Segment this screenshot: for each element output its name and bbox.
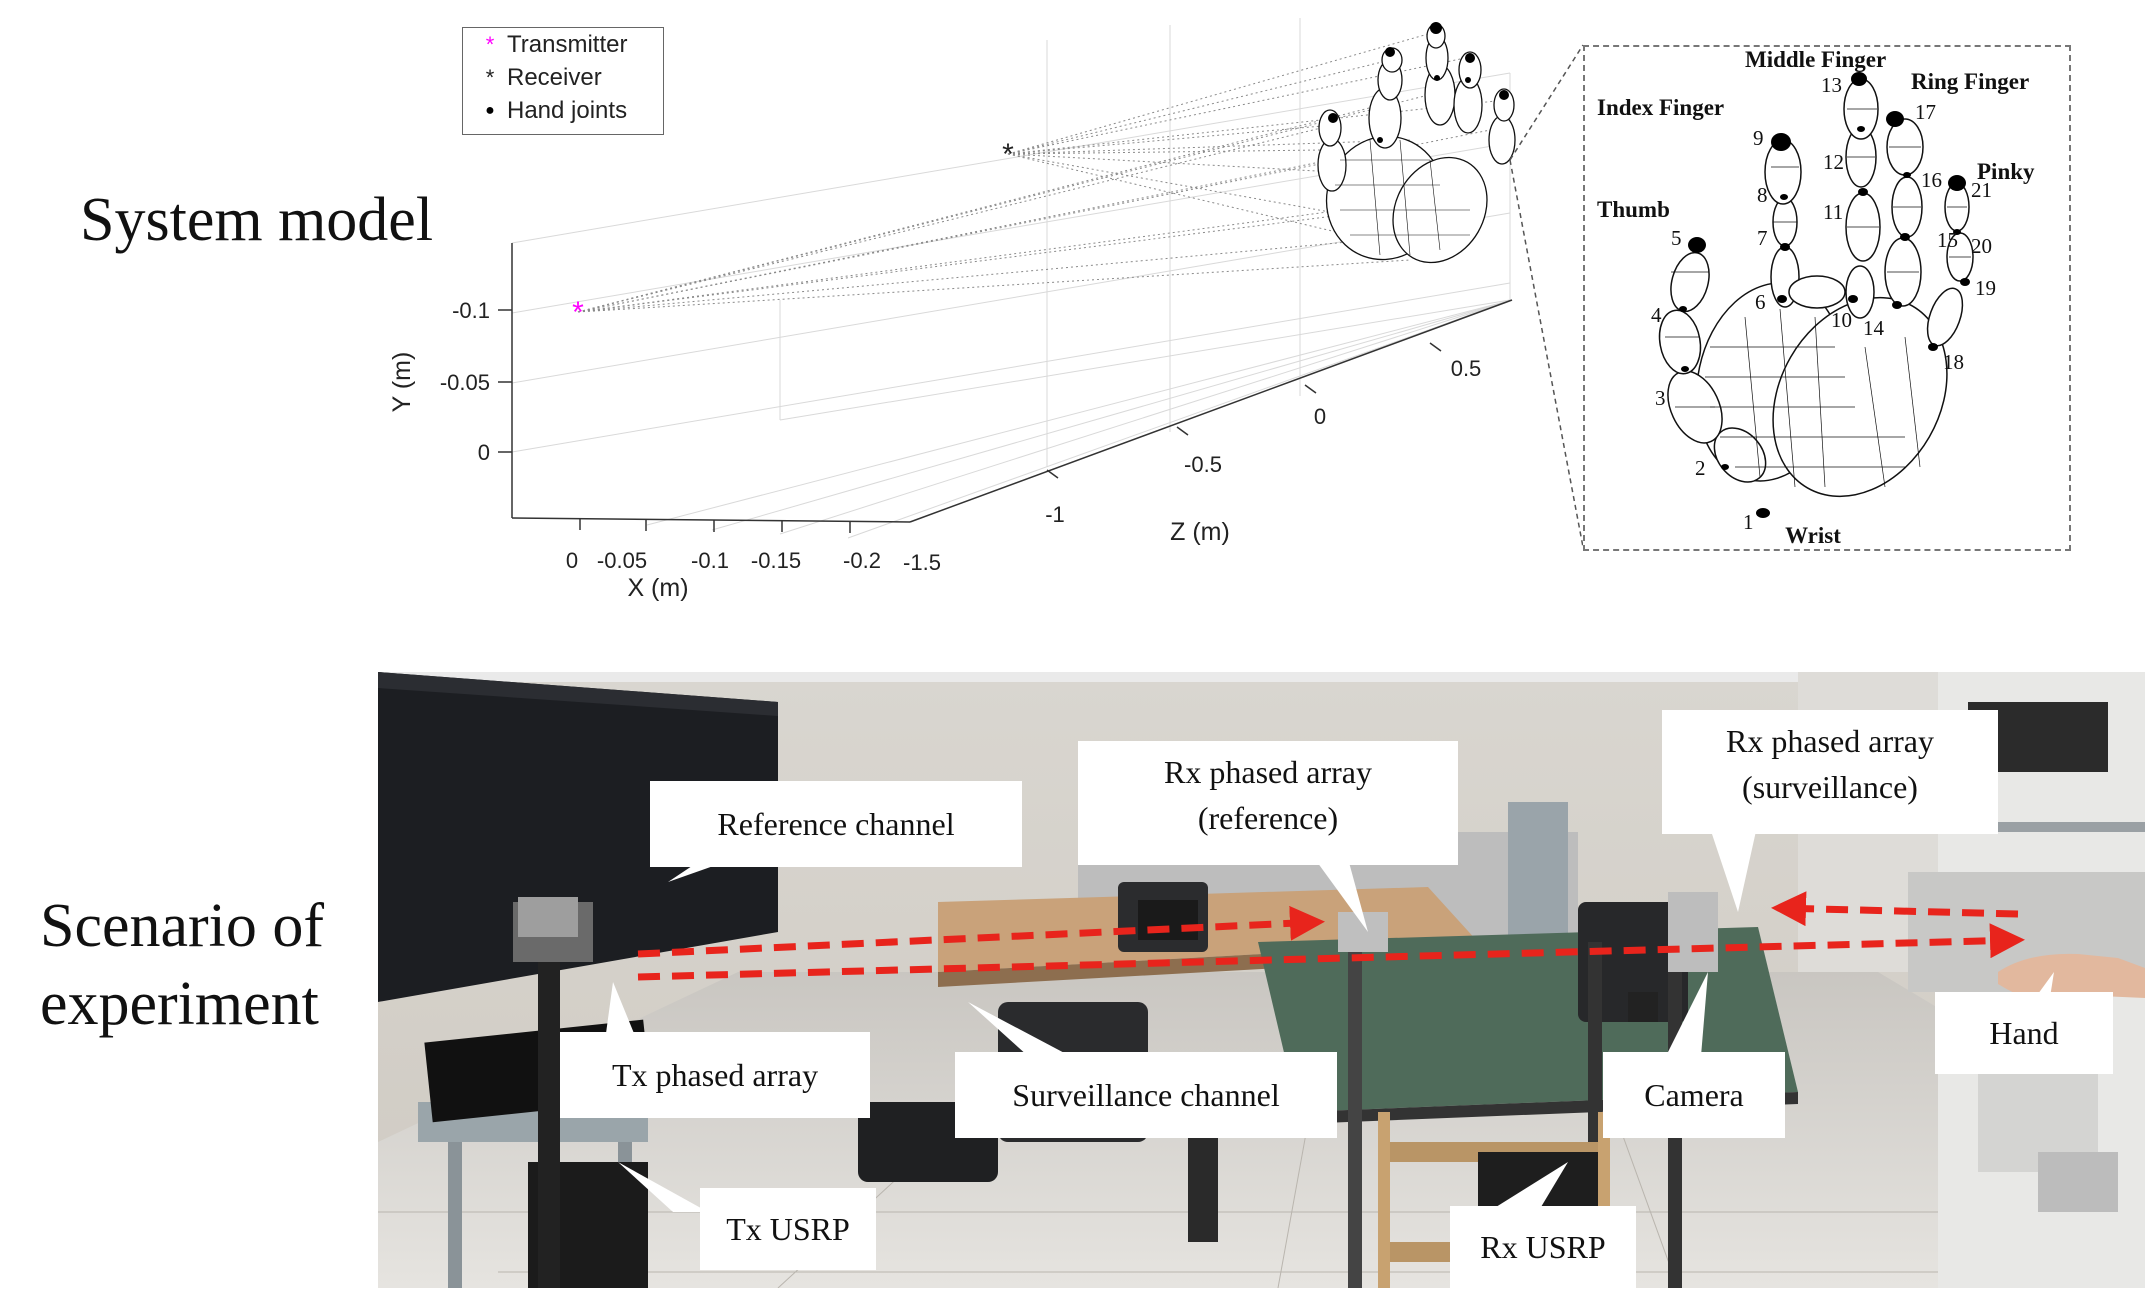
camera-callout: Camera [1603,1052,1785,1138]
y-tick-label: 0 [478,440,490,465]
x-axis-label: X (m) [627,574,688,602]
surveillance-channel-to-hand-arrow [637,923,2025,981]
hand-mesh-3d [1317,23,1516,264]
system-model-plot: -0.1 -0.05 0 Y (m) 0 -0.05 -0.1 -0.15 -0… [388,18,1584,602]
tx-usrp-callout: Tx USRP [700,1188,876,1270]
joint-number: 11 [1823,200,1843,224]
joint-number: 9 [1753,126,1764,150]
hand-joint-markers [1679,72,1970,518]
hand-in-photo [1998,953,2145,1005]
system-model-title: System model [80,186,434,254]
joint-number: 8 [1757,183,1768,207]
hand-mesh-grid [1665,108,1971,488]
joint-number: 18 [1943,350,1964,374]
joint-number: 19 [1975,276,1996,300]
joint-number: 7 [1757,226,1768,250]
z-tick-label: 0.5 [1451,356,1482,381]
y-tick-label: -0.1 [452,298,490,323]
plot-axes [498,243,1513,533]
y-tick-label: -0.05 [440,370,490,395]
hand-mesh-3d-grid [1335,139,1470,256]
legend-item-transmitter: * Transmitter [463,28,663,61]
joint-number: 10 [1831,308,1852,332]
zoom-connector [1509,44,1584,548]
x-tick-label: -0.05 [597,548,647,573]
x-tick-label: -0.15 [751,548,801,573]
z-tick-label: -1.5 [903,550,941,575]
index-finger-label: Index Finger [1597,95,1724,120]
z-tick-label: -0.5 [1184,452,1222,477]
reference-channel-callout: Reference channel [650,781,1022,867]
z-tick-label: -1 [1045,502,1065,527]
propagation-rays [577,31,1506,313]
rx-surveillance-line1: Rx phased array [1726,723,1934,759]
z-axis-label: Z (m) [1170,518,1230,546]
joint-number-labels: 1 2 3 4 5 6 7 8 9 10 11 12 13 14 15 16 1… [1651,73,1996,534]
surveillance-echo-arrow [1771,891,2019,927]
rx-reference-callout: Rx phased array (reference) [1078,741,1458,865]
x-tick-label: -0.2 [843,548,881,573]
thumb-label: Thumb [1597,197,1670,222]
rx-reference-line1: Rx phased array [1164,754,1372,790]
hand-joints-3d [1328,22,1509,143]
joint-number: 6 [1755,290,1766,314]
experiment-title-line1: Scenario of [40,892,325,960]
joint-number: 14 [1863,316,1885,340]
plot-legend: * Transmitter * Receiver ● Hand joints [462,27,664,135]
rx-surveillance-callout: Rx phased array (surveillance) [1662,710,1998,834]
hand-model-diagram: 1 2 3 4 5 6 7 8 9 10 11 12 13 14 15 16 1… [1597,47,2035,548]
joint-number: 17 [1915,100,1936,124]
joint-number: 12 [1823,150,1844,174]
y-axis-label: Y (m) [388,352,416,413]
joint-number: 5 [1671,226,1682,250]
joint-number: 20 [1971,234,1992,258]
legend-label: Hand joints [507,96,628,124]
joint-number: 2 [1695,456,1706,480]
z-tick-labels: -1.5 -1 -0.5 0 0.5 [903,356,1481,575]
experiment-title: Scenario of experiment [40,888,324,1043]
joint-number: 4 [1651,303,1662,327]
x-tick-label: 0 [566,548,578,573]
reference-channel-arrow [637,905,1325,958]
receiver-marker: * [1002,138,1014,171]
x-tick-labels: 0 -0.05 -0.1 -0.15 -0.2 [566,548,881,573]
y-tick-labels: -0.1 -0.05 0 [440,298,490,465]
joint-number: 15 [1937,228,1958,252]
rx-usrp-callout: Rx USRP [1450,1206,1636,1288]
pinky-label: Pinky [1977,159,2035,184]
transmitter-legend-icon: * [485,31,495,57]
channel-arrows [637,891,2025,981]
rx-surveillance-line2: (surveillance) [1742,769,1918,806]
legend-label: Transmitter [507,30,628,58]
experiment-title-line2: experiment [40,969,319,1038]
joint-number: 21 [1971,178,1992,202]
legend-item-receiver: * Receiver [463,61,663,94]
rx-reference-line2: (reference) [1197,800,1339,837]
joint-number: 1 [1743,510,1754,534]
ring-finger-label: Ring Finger [1911,69,2029,94]
legend-item-hand-joints: ● Hand joints [463,94,663,127]
legend-label: Receiver [507,63,602,91]
transmitter-marker: * [572,296,584,329]
x-tick-label: -0.1 [691,548,729,573]
joint-number: 3 [1655,386,1666,410]
wrist-label: Wrist [1785,523,1841,548]
surveillance-channel-callout: Surveillance channel [955,1052,1337,1138]
joint-number: 13 [1821,73,1842,97]
receiver-legend-icon: * [485,64,495,90]
z-tick-label: 0 [1314,404,1326,429]
finger-name-labels: Thumb Index Finger Middle Finger Ring Fi… [1597,47,2035,548]
joint-number: 16 [1921,168,1942,192]
joint-legend-icon: ● [485,101,495,119]
hand-callout: Hand [1935,992,2113,1074]
tx-phased-array-callout: Tx phased array [560,1032,870,1118]
hand-model-panel: 1 2 3 4 5 6 7 8 9 10 11 12 13 14 15 16 1… [1583,45,2071,551]
middle-finger-label: Middle Finger [1745,47,1886,72]
